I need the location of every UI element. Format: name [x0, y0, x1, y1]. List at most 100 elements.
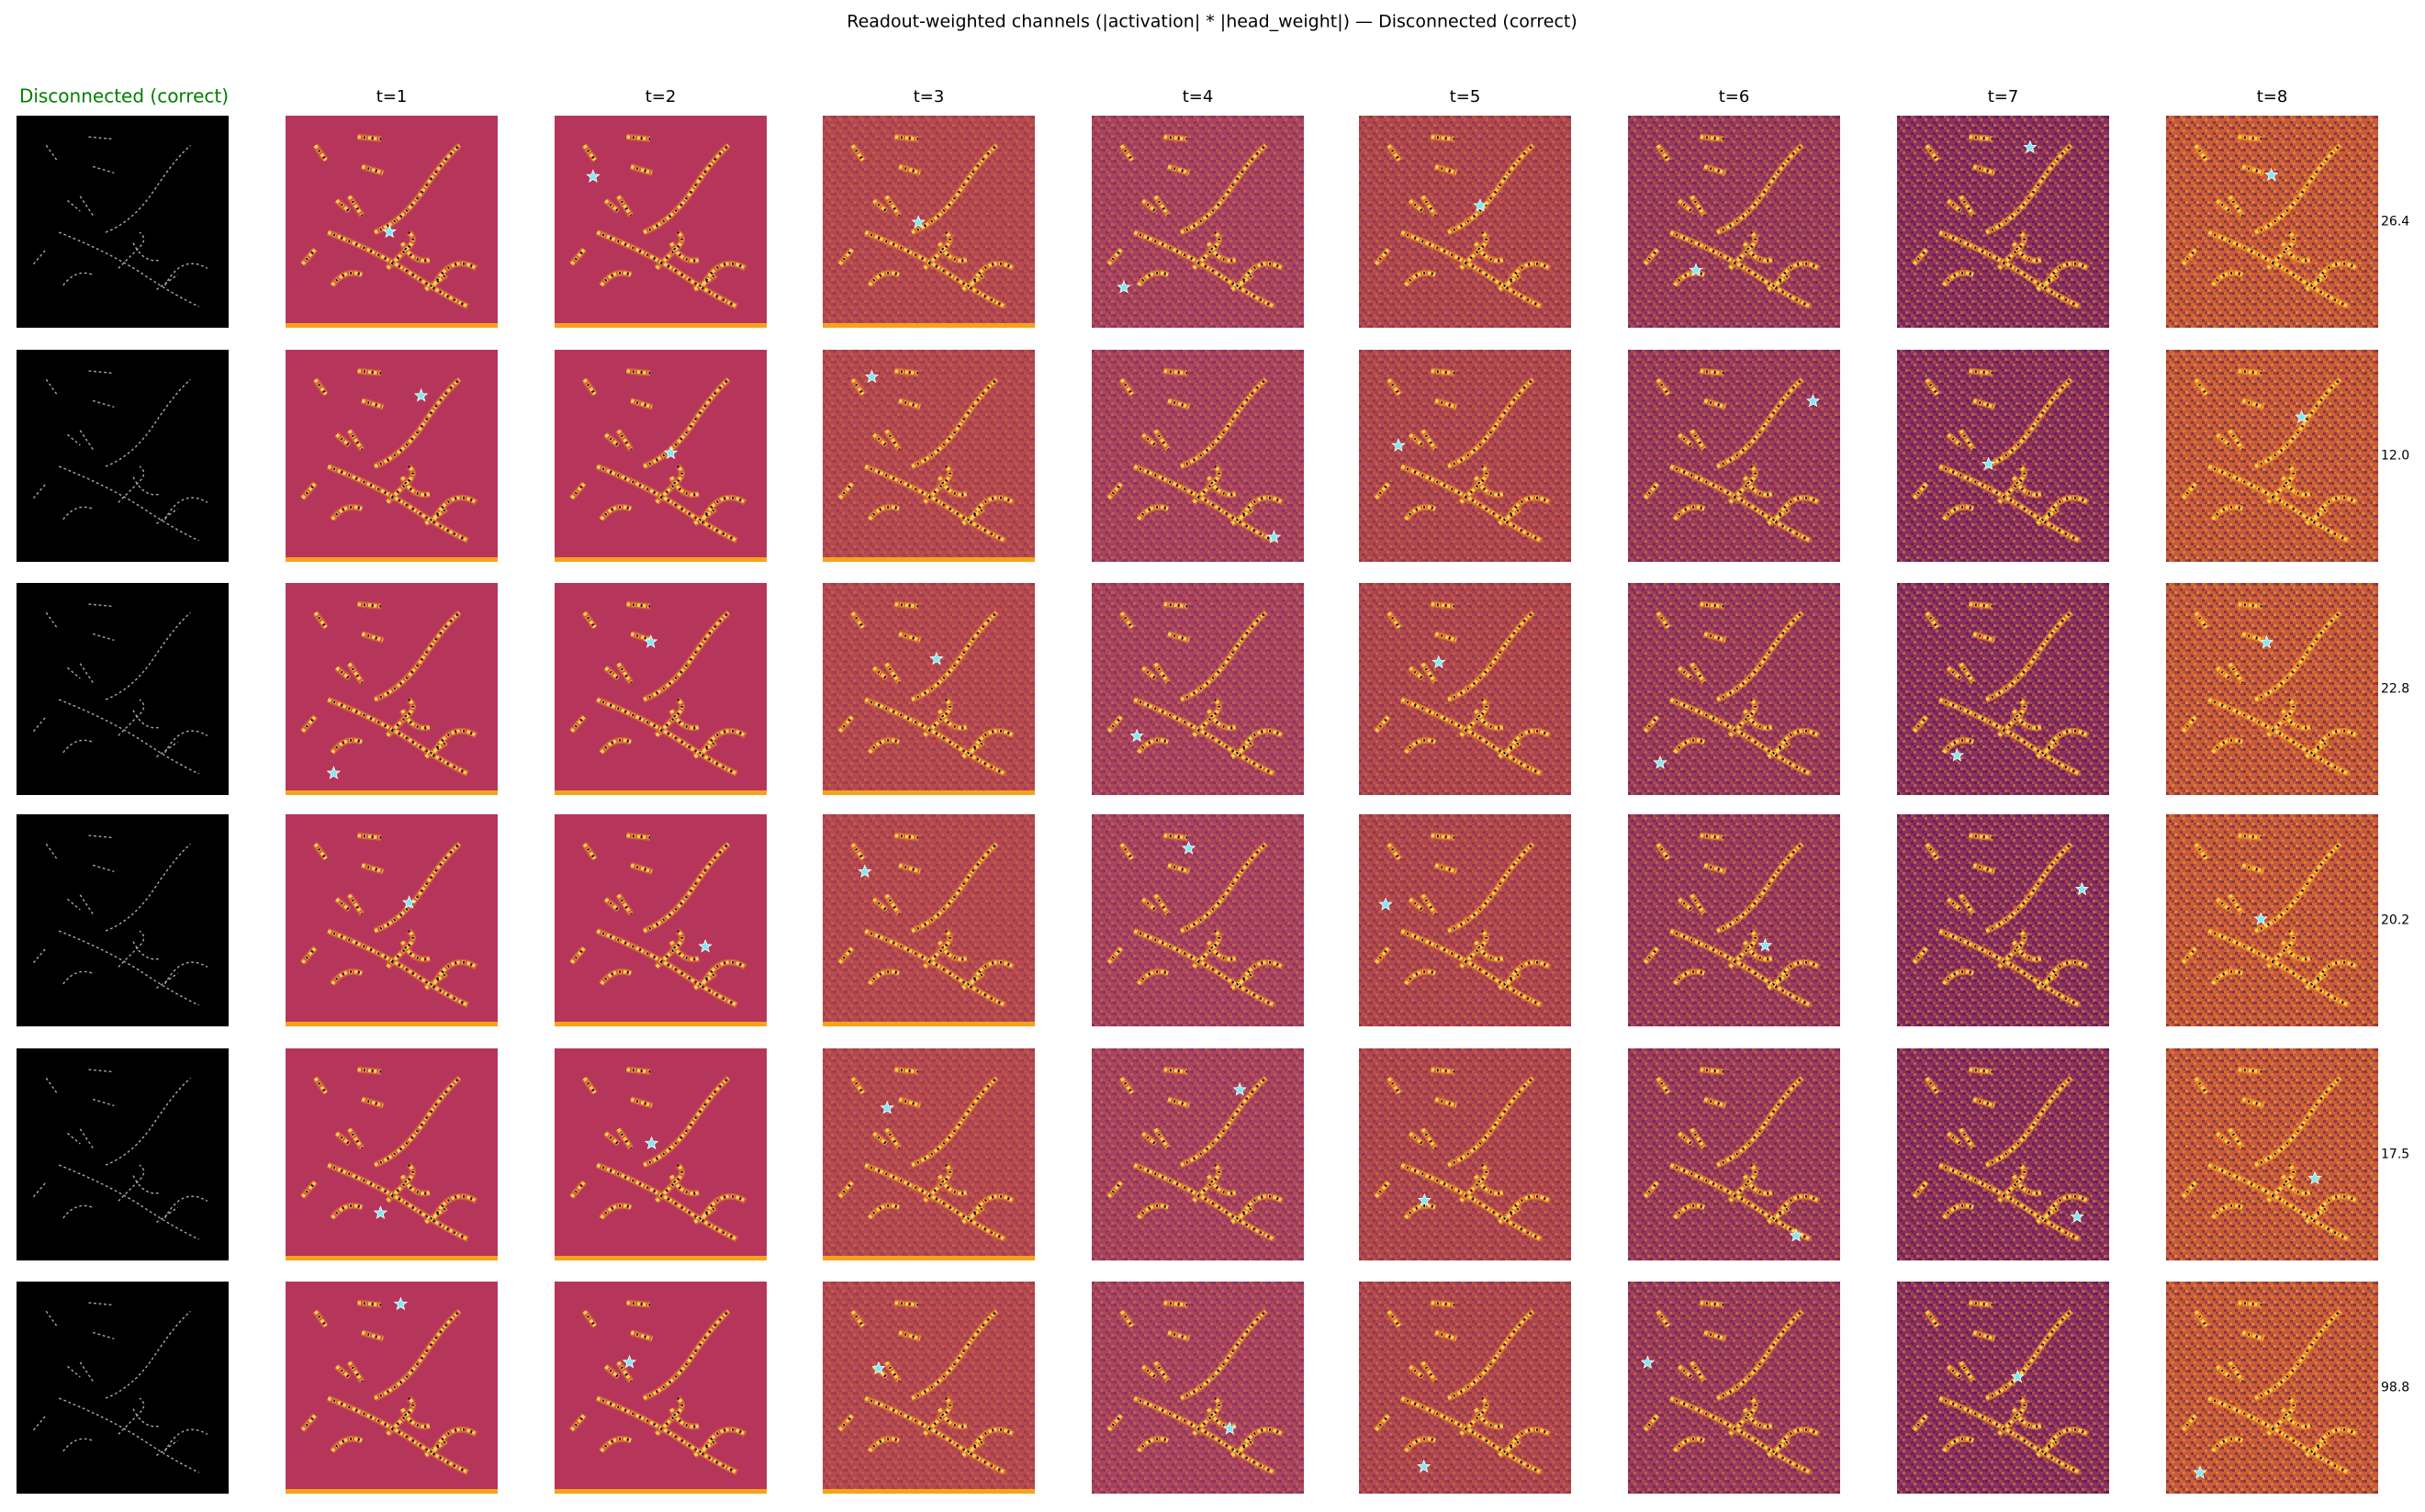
heatmap-panel — [555, 583, 767, 795]
heatmap-panel — [286, 350, 498, 562]
column-title: t=2 — [646, 87, 677, 106]
input-background — [17, 814, 229, 1026]
heatmap-panel — [555, 116, 767, 328]
heatmap-panel — [823, 1048, 1035, 1260]
input-background — [17, 1282, 229, 1494]
query-star — [1473, 198, 1488, 212]
query-star — [1266, 530, 1282, 543]
heatmap-panel — [1897, 116, 2109, 328]
input-panel — [17, 116, 229, 328]
heatmap-panel — [1359, 1282, 1571, 1494]
column-title: t=1 — [376, 87, 408, 106]
heatmap-panel — [1628, 116, 1840, 328]
heatmap-panel — [286, 1282, 498, 1494]
heatmap-panel — [1359, 583, 1571, 795]
input-background — [17, 350, 229, 562]
edge-band — [823, 1022, 1035, 1026]
query-star — [929, 651, 944, 666]
heatmap-panel — [2166, 350, 2378, 562]
query-star — [1431, 655, 1446, 669]
query-star — [326, 766, 342, 779]
heatmap-panel — [823, 583, 1035, 795]
query-star — [644, 1136, 659, 1149]
query-star — [1653, 755, 1667, 769]
query-star — [413, 387, 429, 402]
query-star — [911, 215, 926, 229]
heatmap-panel — [286, 1048, 498, 1260]
edge-band — [555, 1256, 767, 1260]
edge-band — [286, 1256, 498, 1260]
heatmap-panel — [1628, 350, 1840, 562]
column-title: t=4 — [1183, 87, 1214, 106]
row-label: 22.8 — [2381, 682, 2409, 697]
row-label: 20.2 — [2381, 913, 2409, 928]
heatmap-panel — [1092, 814, 1304, 1026]
heatmap-panel — [2166, 1048, 2378, 1260]
query-star — [871, 1361, 886, 1375]
input-panel — [17, 814, 229, 1026]
edge-band — [555, 790, 767, 795]
column-title: t=3 — [914, 87, 945, 106]
column-title: t=7 — [1988, 87, 2019, 106]
heatmap-panel — [555, 1048, 767, 1260]
input-panel — [17, 350, 229, 562]
figure-title: Readout-weighted channels (|activation| … — [847, 12, 1577, 32]
heatmap-panel — [1628, 1048, 1840, 1260]
query-star — [1117, 279, 1131, 294]
query-star — [393, 1296, 409, 1311]
query-star — [1391, 438, 1406, 453]
query-star — [373, 1205, 388, 1219]
query-star — [1789, 1227, 1803, 1242]
heatmap-panel — [1897, 1048, 2109, 1260]
query-star — [1222, 1420, 1238, 1435]
query-star — [2294, 409, 2309, 423]
query-star — [2010, 1369, 2026, 1383]
heatmap-panel — [1092, 1048, 1304, 1260]
query-star — [2307, 1170, 2322, 1185]
row-label: 98.8 — [2381, 1381, 2409, 1395]
heatmap-panel — [1359, 350, 1571, 562]
query-star — [2259, 634, 2274, 649]
query-star — [1757, 937, 1773, 952]
query-star — [2253, 912, 2268, 925]
edge-band — [286, 1489, 498, 1494]
heatmap-panel — [1897, 350, 2109, 562]
query-star — [1378, 897, 1393, 911]
query-star — [663, 445, 679, 460]
heatmap-panel — [1092, 350, 1304, 562]
query-star — [698, 938, 713, 953]
heatmap-panel — [2166, 814, 2378, 1026]
input-background — [17, 583, 229, 795]
column-title: t=8 — [2257, 87, 2288, 106]
query-star — [2023, 140, 2038, 154]
edge-band — [823, 323, 1035, 328]
heatmap-panel — [1359, 814, 1571, 1026]
heatmap-panel — [2166, 116, 2378, 328]
query-star — [1689, 263, 1703, 277]
query-star — [1949, 747, 1965, 762]
row-label: 17.5 — [2381, 1148, 2409, 1162]
input-panel — [17, 1048, 229, 1260]
input-background — [17, 1048, 229, 1260]
heatmap-panel — [286, 814, 498, 1026]
heatmap-panel — [823, 1282, 1035, 1494]
query-star — [586, 169, 601, 183]
query-star — [382, 224, 397, 239]
row-label: 26.4 — [2381, 215, 2409, 230]
edge-band — [823, 1489, 1035, 1494]
heatmap-panel — [1897, 583, 2109, 795]
heatmap-panel — [1092, 583, 1304, 795]
column-title: t=5 — [1450, 87, 1481, 106]
column-title: t=6 — [1719, 87, 1750, 106]
query-star — [2264, 167, 2279, 182]
query-star — [858, 864, 872, 879]
query-star — [1417, 1193, 1432, 1207]
edge-band — [555, 323, 767, 328]
panels: t=1 t=2 t=3 t=4 t=5 t=6 t=7 t=8 26.4 12.0 22.8 20.2… — [17, 87, 2409, 1494]
query-star — [1805, 393, 1821, 408]
query-star — [880, 1100, 894, 1114]
heatmap-panel — [1359, 116, 1571, 328]
edge-band — [286, 1022, 498, 1026]
heatmap-panel — [286, 583, 498, 795]
